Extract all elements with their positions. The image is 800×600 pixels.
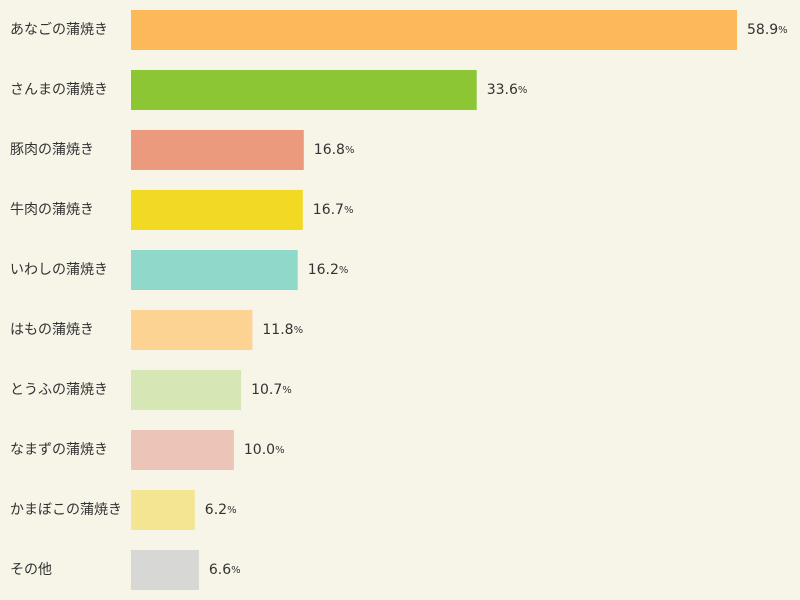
value-number: 6.2 — [205, 502, 227, 518]
value-unit: % — [344, 205, 354, 216]
value-unit: % — [294, 325, 304, 336]
bar — [131, 10, 737, 50]
bar — [131, 490, 195, 530]
value-number: 16.7 — [313, 202, 344, 218]
value-number: 16.2 — [308, 262, 339, 278]
category-label: なまずの蒲焼き — [10, 442, 108, 458]
category-label: あなごの蒲焼き — [10, 22, 108, 38]
value-label: 16.7% — [313, 202, 354, 218]
category-label: はもの蒲焼き — [10, 322, 94, 338]
value-label: 10.7% — [251, 382, 292, 398]
value-number: 33.6 — [487, 82, 518, 98]
value-number: 10.0 — [244, 442, 275, 458]
value-label: 6.2% — [205, 502, 237, 518]
value-unit: % — [275, 445, 285, 456]
value-number: 10.7 — [251, 382, 282, 398]
bar — [131, 310, 253, 350]
value-unit: % — [345, 145, 355, 156]
value-unit: % — [339, 265, 349, 276]
value-label: 16.2% — [308, 262, 349, 278]
value-unit: % — [778, 25, 788, 36]
value-label: 11.8% — [262, 322, 303, 338]
category-label: さんまの蒲焼き — [10, 82, 108, 98]
category-label: かまぼこの蒲焼き — [10, 502, 122, 518]
value-number: 58.9 — [747, 22, 778, 38]
bar — [131, 550, 199, 590]
value-unit: % — [518, 85, 528, 96]
value-label: 10.0% — [244, 442, 285, 458]
value-unit: % — [282, 385, 292, 396]
value-number: 16.8 — [314, 142, 345, 158]
value-label: 16.8% — [314, 142, 355, 158]
value-number: 6.6 — [209, 562, 231, 578]
bar — [131, 250, 298, 290]
value-label: 33.6% — [487, 82, 528, 98]
value-label: 58.9% — [747, 22, 788, 38]
bar — [131, 70, 477, 110]
category-label: 牛肉の蒲焼き — [10, 202, 94, 218]
bar — [131, 370, 242, 410]
bar — [131, 430, 234, 470]
value-number: 11.8 — [262, 322, 293, 338]
category-label: とうふの蒲焼き — [10, 382, 108, 398]
bar — [131, 130, 304, 170]
category-label: 豚肉の蒲焼き — [10, 142, 94, 158]
category-label: その他 — [10, 562, 52, 578]
bar — [131, 190, 303, 230]
value-unit: % — [227, 505, 237, 516]
value-unit: % — [231, 565, 241, 576]
category-label: いわしの蒲焼き — [10, 262, 108, 278]
value-label: 6.6% — [209, 562, 241, 578]
